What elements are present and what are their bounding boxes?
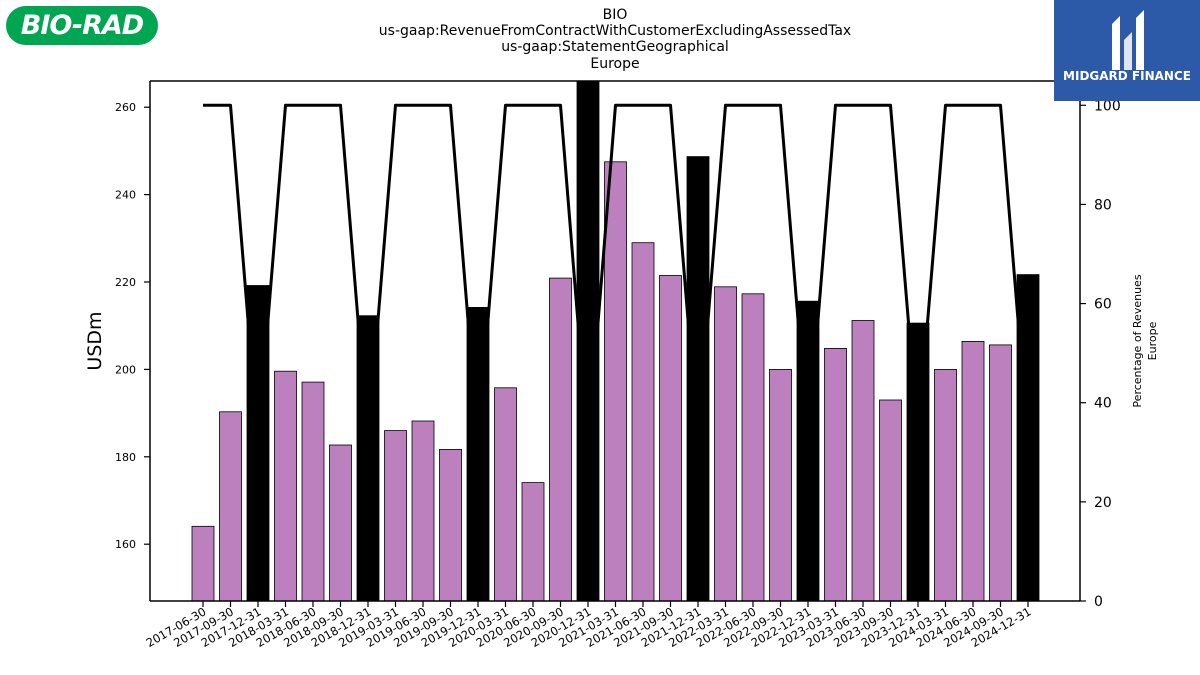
y-axis-label: USDm — [84, 311, 106, 370]
bar-2020-09-30 — [549, 277, 572, 601]
chart-title-line-2: us-gaap:RevenueFromContractWithCustomerE… — [378, 23, 852, 39]
y2-axis-label-line-1: Percentage of Revenues — [1131, 274, 1144, 407]
bar-2024-06-30 — [961, 340, 985, 601]
midgard-logo-mark-icon — [1112, 10, 1144, 70]
bar-group — [191, 80, 1040, 601]
midgard-logo-text: MIDGARD FINANCE — [1063, 69, 1191, 83]
bar-2017-09-30 — [219, 411, 242, 601]
y-tick-label-240: 240 — [115, 189, 136, 202]
percentage-line — [203, 103, 1030, 449]
bar-2023-06-30 — [851, 320, 875, 601]
bar-2018-03-31 — [274, 370, 297, 601]
bar-2019-06-30 — [411, 420, 435, 601]
chart-title-line-1: BIO — [602, 7, 628, 23]
bar-2020-06-30 — [521, 482, 545, 601]
bar-2019-03-31 — [384, 430, 407, 601]
chart-title-line-3: us-gaap:StatementGeographical — [501, 39, 729, 55]
bar-2023-09-30 — [879, 399, 902, 601]
bar-2020-03-31 — [494, 387, 517, 601]
y2-tick-label-20: 20 — [1094, 495, 1112, 511]
bar-2023-03-31 — [824, 347, 847, 601]
bar-2019-09-30 — [439, 448, 462, 601]
y-tick-label-180: 180 — [115, 451, 136, 464]
bar-2021-09-30 — [659, 275, 682, 601]
y2-tick-label-100: 100 — [1094, 98, 1121, 114]
bar-2017-06-30 — [191, 525, 215, 601]
bar-2021-03-31 — [604, 161, 627, 601]
y-tick-label-260: 260 — [115, 101, 136, 114]
bar-2018-09-30 — [329, 444, 352, 601]
y2-tick-label-60: 60 — [1094, 297, 1112, 313]
y2-tick-label-0: 0 — [1094, 594, 1103, 610]
bar-2021-12-31 — [686, 156, 710, 601]
bio-rad-logo: BIO-RAD — [6, 6, 158, 45]
chart-title-line-4: Europe — [590, 56, 640, 72]
bar-2022-06-30 — [741, 293, 765, 601]
y2-tick-label-80: 80 — [1094, 197, 1112, 213]
bar-2023-12-31 — [906, 322, 930, 601]
bar-2024-09-30 — [989, 344, 1012, 601]
y2-tick-label-40: 40 — [1094, 396, 1112, 412]
y-tick-label-200: 200 — [115, 363, 136, 376]
bar-2021-06-30 — [631, 242, 655, 601]
bio-rad-logo-text: BIO-RAD — [20, 10, 144, 41]
bar-2024-03-31 — [934, 368, 957, 601]
y-tick-label-220: 220 — [115, 276, 136, 289]
bar-2018-06-30 — [301, 381, 325, 601]
midgard-finance-logo: MIDGARD FINANCE — [1054, 0, 1200, 101]
bar-2022-09-30 — [769, 368, 792, 601]
y2-axis-label-line-2: Europe — [1146, 321, 1159, 360]
y-tick-label-160: 160 — [115, 538, 136, 551]
bar-2022-03-31 — [714, 286, 737, 601]
